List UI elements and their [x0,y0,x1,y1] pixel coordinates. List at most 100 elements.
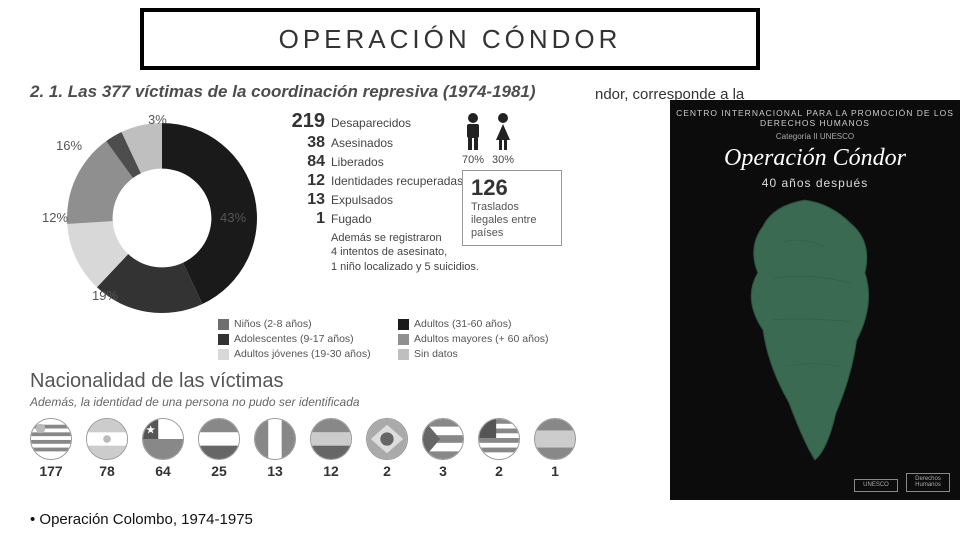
stat-num: 13 [285,191,325,209]
stat-num: 84 [285,153,325,171]
flag-icon [534,418,576,460]
flag-item: 78 [86,418,128,479]
flag-count: 2 [478,463,520,479]
cover-title: Operación Cóndor [670,145,960,172]
stat-label: Asesinados [331,136,393,150]
flag-item: 12 [310,418,352,479]
victim-stats-list: 219 Desaparecidos 38 Asesinados 84 Liberados 1… [285,110,479,274]
age-legend-item: Adultos (31-60 años) [398,318,568,330]
legend-swatch [218,334,229,345]
flag-item: 25 [198,418,240,479]
flag-count: 64 [142,463,184,479]
flag-item: 2 [366,418,408,479]
female-icon [492,112,514,152]
flag-item: ★ 64 [142,418,184,479]
male-percent: 70% [462,154,484,166]
legend-label: Adultos (31-60 años) [414,318,511,330]
flag-item: 2 [478,418,520,479]
slide-title: OPERACIÓN CÓNDOR [279,24,622,55]
flag-item: 177 [30,418,72,479]
flag-icon [254,418,296,460]
stat-label: Liberados [331,155,384,169]
flag-icon: ★ [142,418,184,460]
flag-item: 13 [254,418,296,479]
donut-slice-label: 3% [148,112,167,127]
nationality-heading: Nacionalidad de las víctimas Además, la … [30,370,360,409]
flag-count: 12 [310,463,352,479]
legend-label: Adultos jóvenes (19-30 años) [234,348,371,360]
flag-count: 13 [254,463,296,479]
stat-num: 12 [285,172,325,190]
flag-item: 1 [534,418,576,479]
flag-icon [422,418,464,460]
bullet-text: Operación Colombo, 1974-1975 [39,511,252,528]
gender-breakdown: 70% 30% [462,112,514,166]
stat-row: 38 Asesinados [285,134,479,152]
stat-row: 1 Fugado [285,210,479,228]
transfers-count: 126 [471,175,553,201]
cover-category: Categoría II UNESCO [670,132,960,141]
legend-label: Sin datos [414,348,458,360]
flag-icon [366,418,408,460]
donut-slice-label: 16% [56,138,82,153]
donut-slice-label: 43% [220,210,246,225]
cover-logos: UNESCO Derechos Humanos [854,473,950,492]
donut-slice-label: 19% [92,288,118,303]
stat-extra-line: 1 niño localizado y 5 suicidios. [331,260,479,274]
stat-label: Expulsados [331,193,393,207]
legend-swatch [218,349,229,360]
book-cover: CENTRO INTERNACIONAL PARA LA PROMOCIÓN D… [670,100,960,500]
stat-label: Desaparecidos [331,116,411,130]
stat-row: 219 Desaparecidos [285,110,479,133]
flag-icon [198,418,240,460]
stat-extra-line: 4 intentos de asesinato, [331,245,479,259]
infographic-subtitle: 2. 1. Las 377 víctimas de la coordinació… [30,82,536,102]
cover-topbar: CENTRO INTERNACIONAL PARA LA PROMOCIÓN D… [670,100,960,132]
flag-count: 3 [422,463,464,479]
legend-swatch [218,319,229,330]
flag-icon [30,418,72,460]
stat-row: 84 Liberados [285,153,479,171]
nationality-title: Nacionalidad de las víctimas [30,370,360,393]
age-legend-item: Adolescentes (9-17 años) [218,333,388,345]
transfers-label: Traslados ilegales entre países [471,201,553,241]
stat-num: 38 [285,134,325,152]
cover-subtitle: 40 años después [670,176,960,190]
stat-label: Identidades recuperadas [331,174,463,188]
stat-num: 219 [285,110,325,133]
slide-title-box: OPERACIÓN CÓNDOR [140,8,760,70]
south-america-map [700,195,930,465]
flag-count: 78 [86,463,128,479]
age-legend-item: Sin datos [398,348,568,360]
stat-row: 12 Identidades recuperadas [285,172,479,190]
flag-count: 177 [30,463,72,479]
nationality-subtitle: Además, la identidad de una persona no p… [30,395,360,409]
stat-extra-line: Además se registraron [331,231,479,245]
transfers-box: 126 Traslados ilegales entre países [462,170,562,246]
age-legend: Niños (2-8 años) Adultos (31-60 años) Adol… [218,318,568,360]
svg-text:★: ★ [146,424,156,436]
age-legend-item: Niños (2-8 años) [218,318,388,330]
age-legend-item: Adultos mayores (+ 60 años) [398,333,568,345]
age-legend-item: Adultos jóvenes (19-30 años) [218,348,388,360]
stat-label: Fugado [331,212,372,226]
flag-count: 25 [198,463,240,479]
flag-count: 2 [366,463,408,479]
stat-row: 13 Expulsados [285,191,479,209]
flag-count: 1 [534,463,576,479]
legend-swatch [398,334,409,345]
legend-label: Niños (2-8 años) [234,318,312,330]
female-percent: 30% [492,154,514,166]
legend-label: Adultos mayores (+ 60 años) [414,333,549,345]
flag-icon [310,418,352,460]
unesco-logo: UNESCO [854,479,898,492]
nationality-flags-row: 17778★642513122321 [30,418,576,479]
flag-icon [86,418,128,460]
rights-logo: Derechos Humanos [906,473,950,492]
bullet-colombo: • Operación Colombo, 1974-1975 [30,511,253,528]
legend-swatch [398,349,409,360]
legend-label: Adolescentes (9-17 años) [234,333,354,345]
stat-num: 1 [285,210,325,228]
donut-slice-label: 12% [42,210,68,225]
flag-item: 3 [422,418,464,479]
